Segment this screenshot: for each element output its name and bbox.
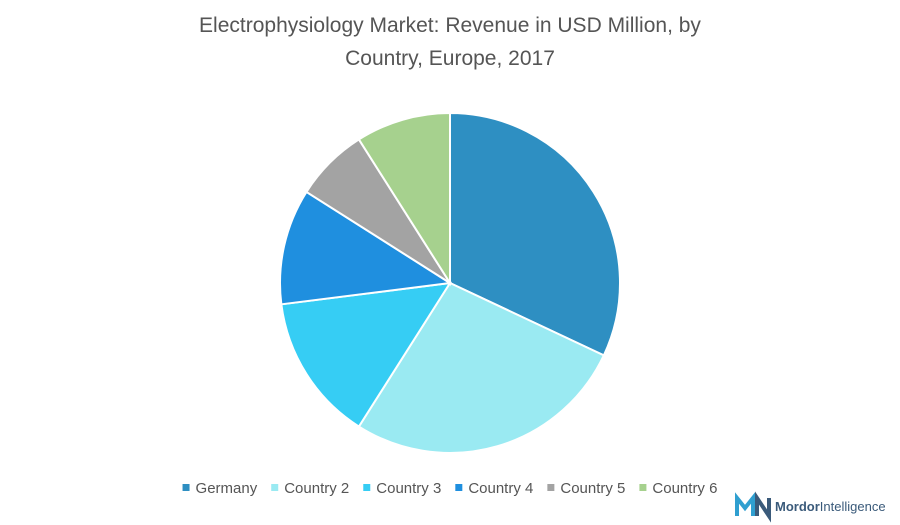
legend-swatch — [363, 484, 371, 491]
legend-label: Country 4 — [468, 480, 533, 497]
legend-label: Country 6 — [652, 480, 717, 497]
logo: MordorIntelligence — [735, 491, 886, 523]
pie-slice — [357, 111, 451, 287]
pie-slice — [449, 111, 621, 357]
logo-icon — [755, 491, 771, 523]
logo-word: Intelligence — [820, 499, 886, 514]
legend-swatch — [182, 484, 190, 491]
legend-swatch — [271, 484, 279, 491]
legend: Germany Country 2 Country 3 Country 4 Countr… — [182, 480, 717, 497]
legend-swatch — [455, 484, 463, 491]
logo-text: MordorIntelligence — [775, 499, 886, 514]
legend-label: Country 3 — [376, 480, 441, 497]
legend-label: Country 2 — [284, 480, 349, 497]
legend-swatch — [547, 484, 555, 491]
legend-swatch — [639, 484, 647, 491]
pie-slice — [279, 190, 453, 306]
pie-slice — [357, 281, 606, 455]
logo-word: Mordor — [775, 499, 820, 514]
legend-label: Germany — [196, 480, 258, 497]
logo-icon — [735, 492, 755, 516]
pie-slice — [280, 281, 452, 428]
chart-title: Electrophysiology Market: Revenue in USD… — [199, 14, 701, 70]
legend-label: Country 5 — [560, 480, 625, 497]
